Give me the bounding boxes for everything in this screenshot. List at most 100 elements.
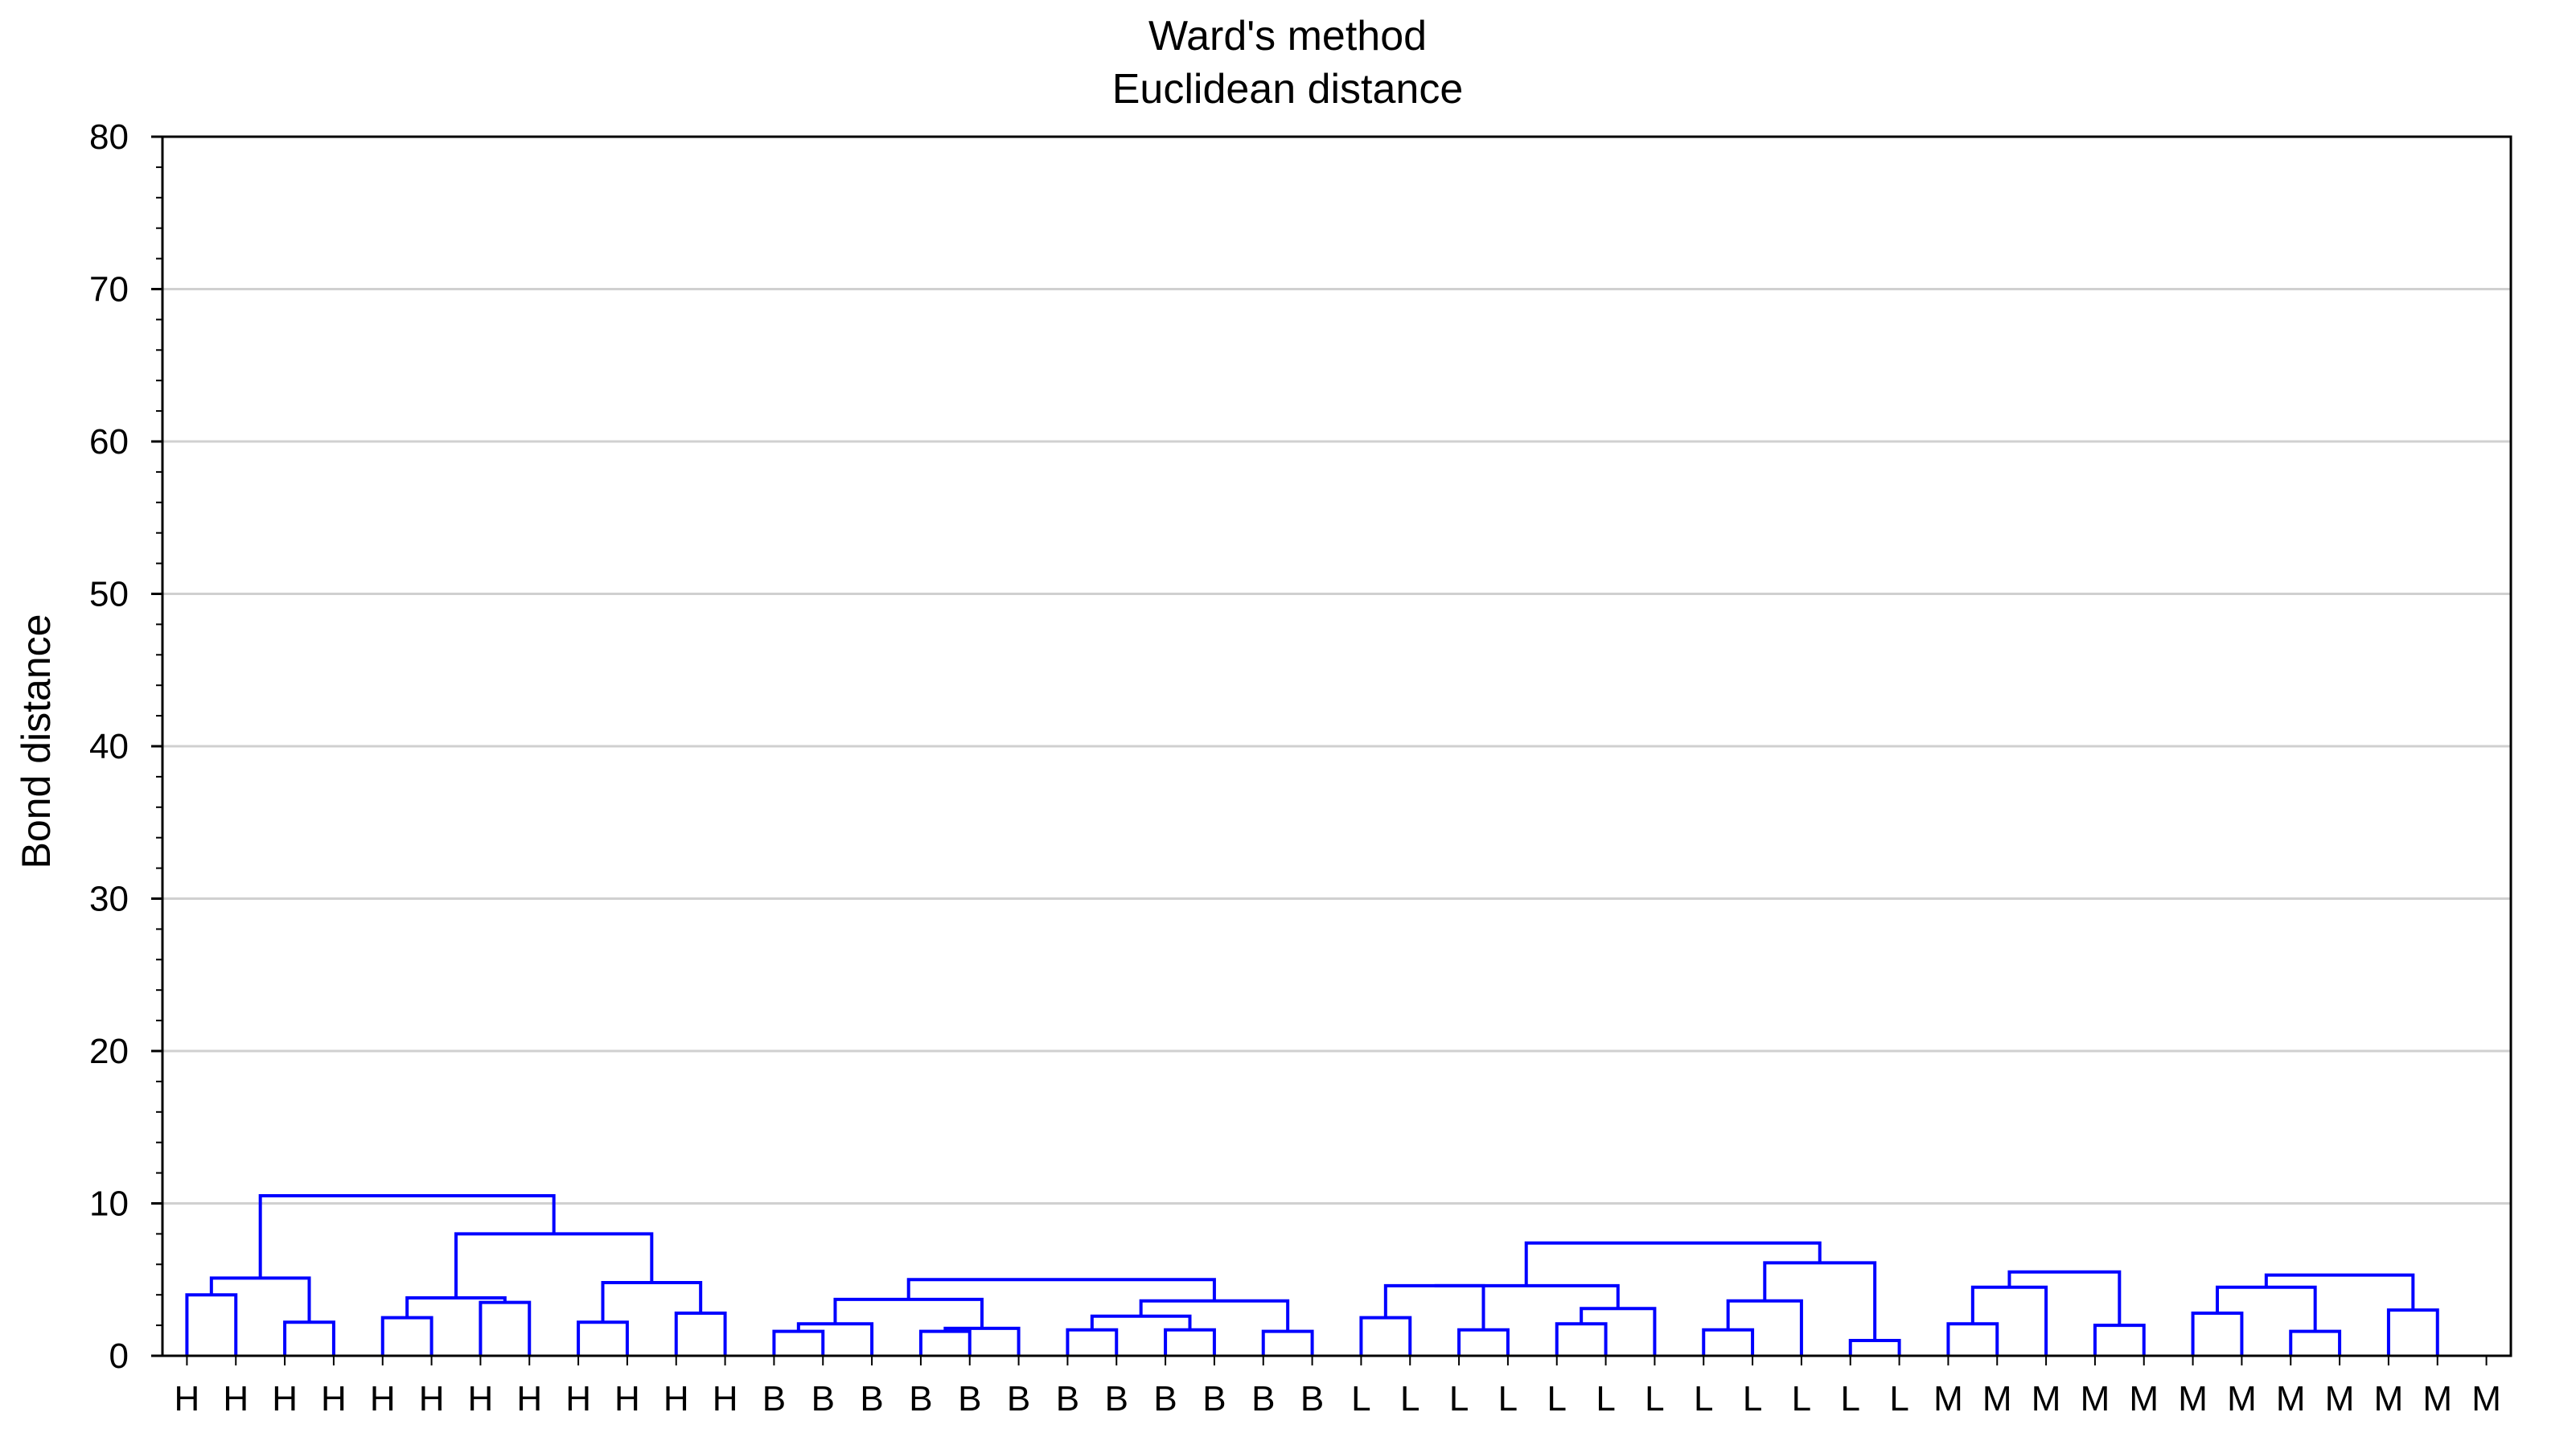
- leaf-label: L: [1743, 1379, 1762, 1419]
- dendrogram-link: [2007, 1270, 2122, 1326]
- dendrogram-link: [918, 1329, 972, 1356]
- dendrogram-link: [906, 1278, 1216, 1301]
- leaf-label: B: [1300, 1379, 1324, 1419]
- y-axis-ticks: 0 10 20 30 40 50 60 70 80: [89, 117, 2488, 1376]
- leaf-label: H: [516, 1379, 542, 1419]
- leaf-label: L: [1889, 1379, 1908, 1419]
- y-tick-label: 60: [89, 422, 129, 462]
- leaf-label: L: [1449, 1379, 1469, 1419]
- dendrogram-link: [2093, 1324, 2146, 1356]
- chart-title: Ward's method: [1148, 13, 1427, 60]
- chart-subtitle: Euclidean distance: [1112, 66, 1464, 113]
- leaf-label: H: [565, 1379, 591, 1419]
- leaf-label: M: [1933, 1379, 1963, 1419]
- leaf-label: B: [1007, 1379, 1030, 1419]
- grid-lines: [162, 288, 2511, 1205]
- leaf-label: H: [272, 1379, 298, 1419]
- dendrogram-link: [1702, 1328, 1755, 1356]
- leaf-label: M: [2374, 1379, 2404, 1419]
- y-tick-label: 40: [89, 727, 129, 766]
- y-tick-label: 50: [89, 575, 129, 614]
- dendrogram-link: [185, 1293, 238, 1356]
- leaf-label: L: [1351, 1379, 1370, 1419]
- leaf-label: M: [2471, 1379, 2501, 1419]
- leaf-label: B: [860, 1379, 883, 1419]
- dendrogram-links: [185, 1194, 2439, 1356]
- dendrogram-link: [796, 1322, 874, 1356]
- dendrogram-link: [1457, 1328, 1510, 1356]
- leaf-label: L: [1841, 1379, 1860, 1419]
- dendrogram-link: [1555, 1322, 1608, 1356]
- dendrogram-link: [1763, 1261, 1877, 1341]
- dendrogram-link: [577, 1320, 629, 1356]
- leaf-label: B: [958, 1379, 981, 1419]
- dendrogram-link: [1164, 1328, 1216, 1356]
- dendrogram-link: [1090, 1314, 1192, 1330]
- dendrogram-link: [833, 1297, 984, 1328]
- leaf-label: H: [713, 1379, 738, 1419]
- dendrogram-link: [209, 1276, 311, 1323]
- dendrogram-link: [674, 1311, 727, 1356]
- dendrogram-link: [2191, 1311, 2244, 1356]
- leaf-label: M: [2422, 1379, 2452, 1419]
- dendrogram-link: [2289, 1329, 2342, 1356]
- leaf-label: M: [2032, 1379, 2061, 1419]
- y-axis-label: Bond distance: [14, 614, 59, 869]
- leaf-label: B: [909, 1379, 932, 1419]
- leaf-label: L: [1645, 1379, 1664, 1419]
- plot-frame: [161, 135, 2512, 1357]
- leaf-label: B: [1105, 1379, 1128, 1419]
- y-tick-label: 0: [109, 1336, 129, 1376]
- leaf-label: M: [2227, 1379, 2257, 1419]
- leaf-label: H: [223, 1379, 249, 1419]
- y-tick-label: 70: [89, 270, 129, 310]
- leaf-label: M: [2178, 1379, 2208, 1419]
- dendrogram-link: [258, 1194, 556, 1279]
- leaf-label: M: [1982, 1379, 2012, 1419]
- dendrogram-link: [1946, 1322, 1999, 1356]
- leaf-label: H: [370, 1379, 396, 1419]
- dendrogram-link: [1970, 1285, 2048, 1356]
- dendrogram-link: [380, 1316, 433, 1356]
- leaf-label: L: [1694, 1379, 1713, 1419]
- leaf-label: B: [1251, 1379, 1275, 1419]
- dendrogram-link: [1066, 1328, 1119, 1356]
- leaf-label: M: [2276, 1379, 2306, 1419]
- leaf-label: M: [2081, 1379, 2110, 1419]
- y-tick-label: 10: [89, 1184, 129, 1224]
- leaf-label: L: [1547, 1379, 1567, 1419]
- dendrogram-link: [2386, 1308, 2439, 1356]
- dendrogram-link: [1434, 1283, 1620, 1309]
- leaf-label: L: [1596, 1379, 1615, 1419]
- leaf-label: B: [1056, 1379, 1079, 1419]
- leaf-label: B: [762, 1379, 786, 1419]
- dendrogram-link: [1524, 1241, 1822, 1286]
- leaf-label: B: [1153, 1379, 1177, 1419]
- dendrogram-link: [601, 1281, 703, 1323]
- dendrogram-link: [1261, 1329, 1314, 1356]
- dendrogram-link: [454, 1232, 654, 1298]
- leaf-label: H: [321, 1379, 347, 1419]
- dendrogram-link: [1359, 1316, 1412, 1356]
- y-tick-label: 20: [89, 1032, 129, 1071]
- y-tick-label: 80: [89, 117, 129, 157]
- dendrogram-link: [2264, 1273, 2415, 1311]
- leaf-label: H: [419, 1379, 445, 1419]
- leaf-label: L: [1400, 1379, 1419, 1419]
- dendrogram-link: [283, 1320, 335, 1356]
- leaf-label: L: [1498, 1379, 1518, 1419]
- y-tick-label: 30: [89, 880, 129, 919]
- leaf-label: M: [2129, 1379, 2159, 1419]
- leaf-label: H: [614, 1379, 640, 1419]
- dendrogram-link: [479, 1300, 532, 1356]
- leaf-label: B: [811, 1379, 835, 1419]
- dendrogram-link: [2216, 1285, 2317, 1332]
- dendrogram-link: [1848, 1339, 1901, 1356]
- dendrogram-link: [772, 1329, 825, 1356]
- leaf-label: L: [1792, 1379, 1811, 1419]
- leaf-label: B: [1202, 1379, 1226, 1419]
- leaf-label: H: [664, 1379, 689, 1419]
